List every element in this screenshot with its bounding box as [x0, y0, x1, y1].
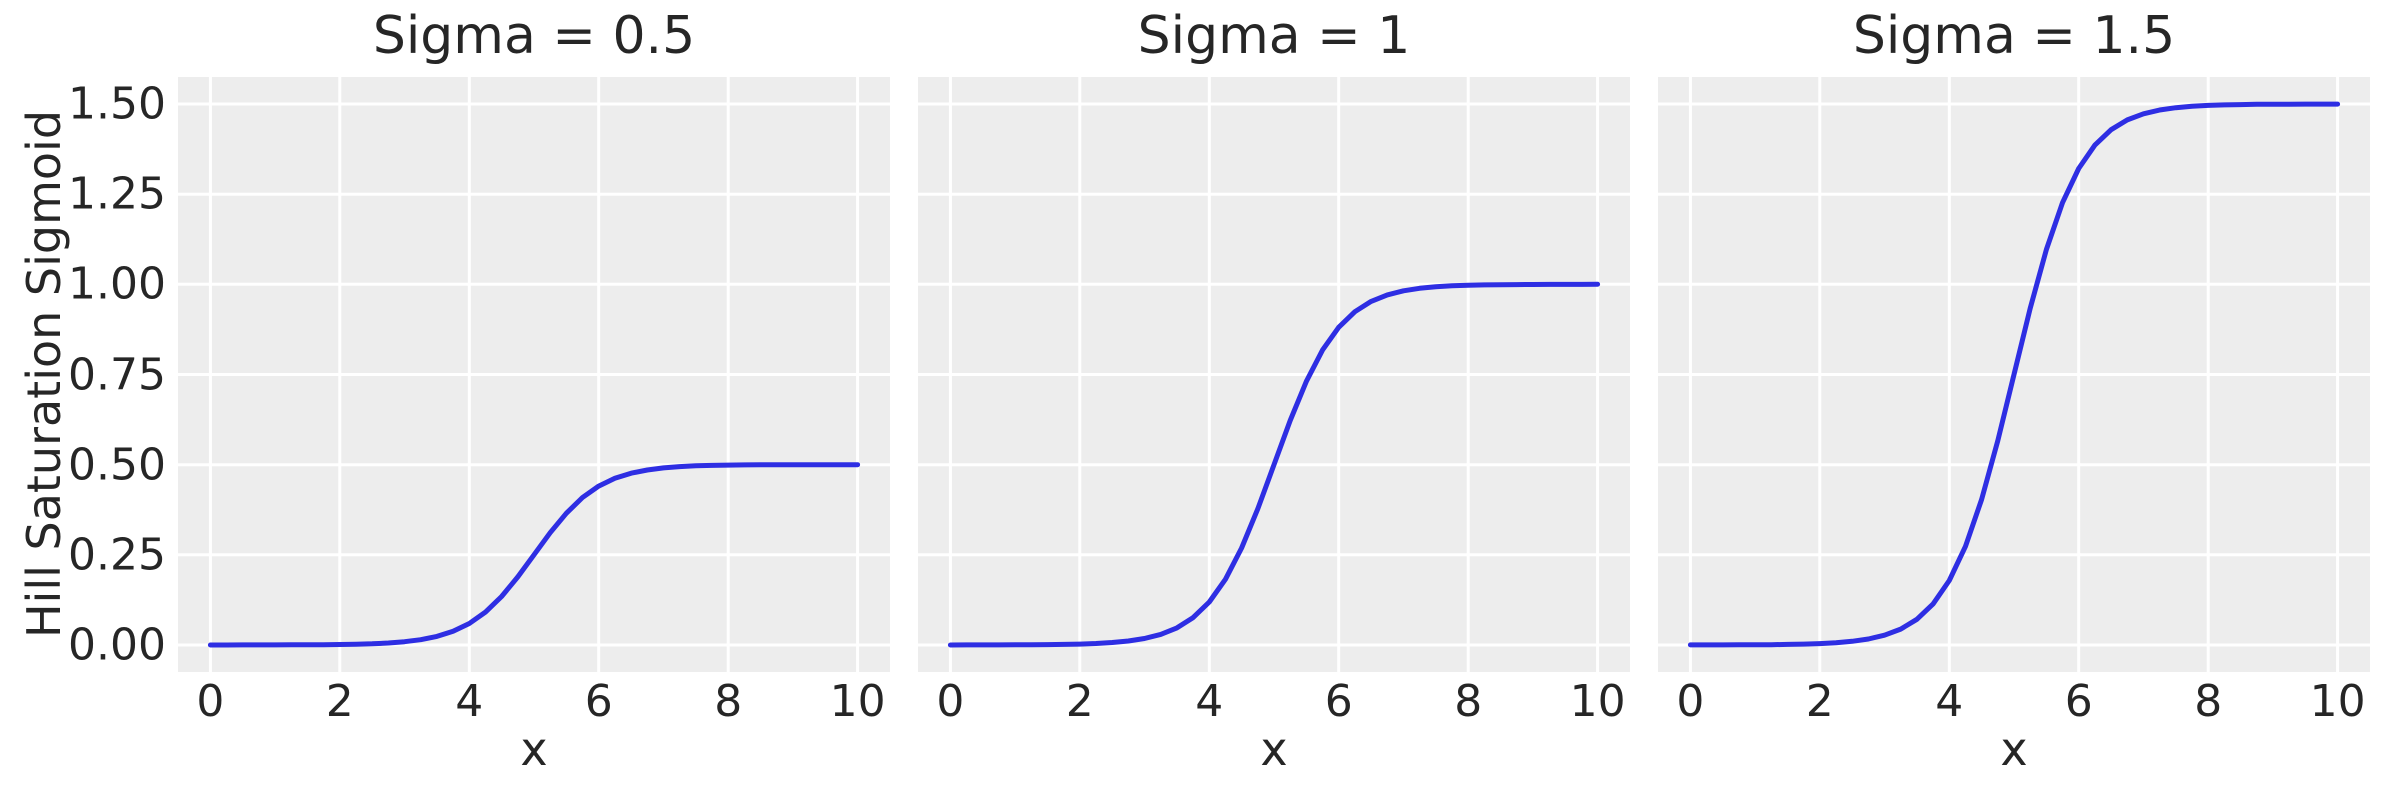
- plot-area: [178, 77, 890, 672]
- x-tick-label: 8: [1454, 676, 1483, 727]
- x-axis-label: x: [2000, 722, 2028, 776]
- y-tick-label: 1.50: [68, 78, 166, 130]
- x-axis-tick-labels: 0 2 4 6 8 10: [178, 676, 890, 727]
- x-tick-label: 4: [1195, 676, 1224, 727]
- x-tick-label: 0: [1676, 676, 1705, 727]
- x-tick-label: 0: [196, 676, 225, 727]
- y-tick-label: 0.00: [68, 619, 166, 671]
- subplot-title: Sigma = 1: [1137, 6, 1411, 66]
- x-axis-label: x: [520, 722, 548, 776]
- y-axis-tick-labels: 0.00 0.25 0.50 0.75 1.00 1.25 1.50: [0, 0, 166, 800]
- x-tick-label: 10: [829, 676, 886, 727]
- y-tick-label: 1.00: [68, 258, 166, 310]
- sigmoid-curve: [947, 281, 1601, 648]
- x-tick-label: 2: [325, 676, 354, 727]
- x-tick-label: 8: [2194, 676, 2223, 727]
- y-tick-label: 0.50: [68, 439, 166, 491]
- x-tick-label: 6: [584, 676, 613, 727]
- x-tick-label: 10: [1569, 676, 1626, 727]
- x-axis-tick-labels: 0 2 4 6 8 10: [1658, 676, 2370, 727]
- y-tick-label: 1.25: [68, 168, 166, 220]
- x-tick-label: 6: [1324, 676, 1353, 727]
- subplot-sigma-1p5: Sigma = 1.5 0 2 4 6 8 10 x: [1658, 0, 2370, 800]
- y-tick-label: 0.75: [68, 349, 166, 400]
- subplot-title: Sigma = 1.5: [1852, 6, 2176, 66]
- x-axis-tick-labels: 0 2 4 6 8 10: [918, 676, 1630, 727]
- plot-area: [918, 77, 1630, 672]
- subplot-sigma-1: Sigma = 1 0 2 4 6 8 10 x: [918, 0, 1630, 800]
- x-axis-label: x: [1260, 722, 1288, 776]
- x-tick-label: 4: [455, 676, 484, 727]
- plot-area: [1658, 77, 2370, 672]
- x-tick-label: 0: [936, 676, 965, 727]
- y-tick-label: 0.25: [68, 529, 166, 581]
- x-tick-label: 2: [1065, 676, 1094, 727]
- subplot-sigma-0p5: Sigma = 0.5 0 2 4 6 8 10 x: [178, 0, 890, 800]
- x-tick-label: 4: [1935, 676, 1964, 727]
- x-tick-label: 8: [714, 676, 743, 727]
- x-tick-label: 6: [2064, 676, 2093, 727]
- sigmoid-curve: [207, 462, 861, 648]
- subplot-title: Sigma = 0.5: [372, 6, 696, 66]
- sigmoid-curve: [1687, 101, 2341, 648]
- x-tick-label: 10: [2309, 676, 2366, 727]
- x-tick-label: 2: [1805, 676, 1834, 727]
